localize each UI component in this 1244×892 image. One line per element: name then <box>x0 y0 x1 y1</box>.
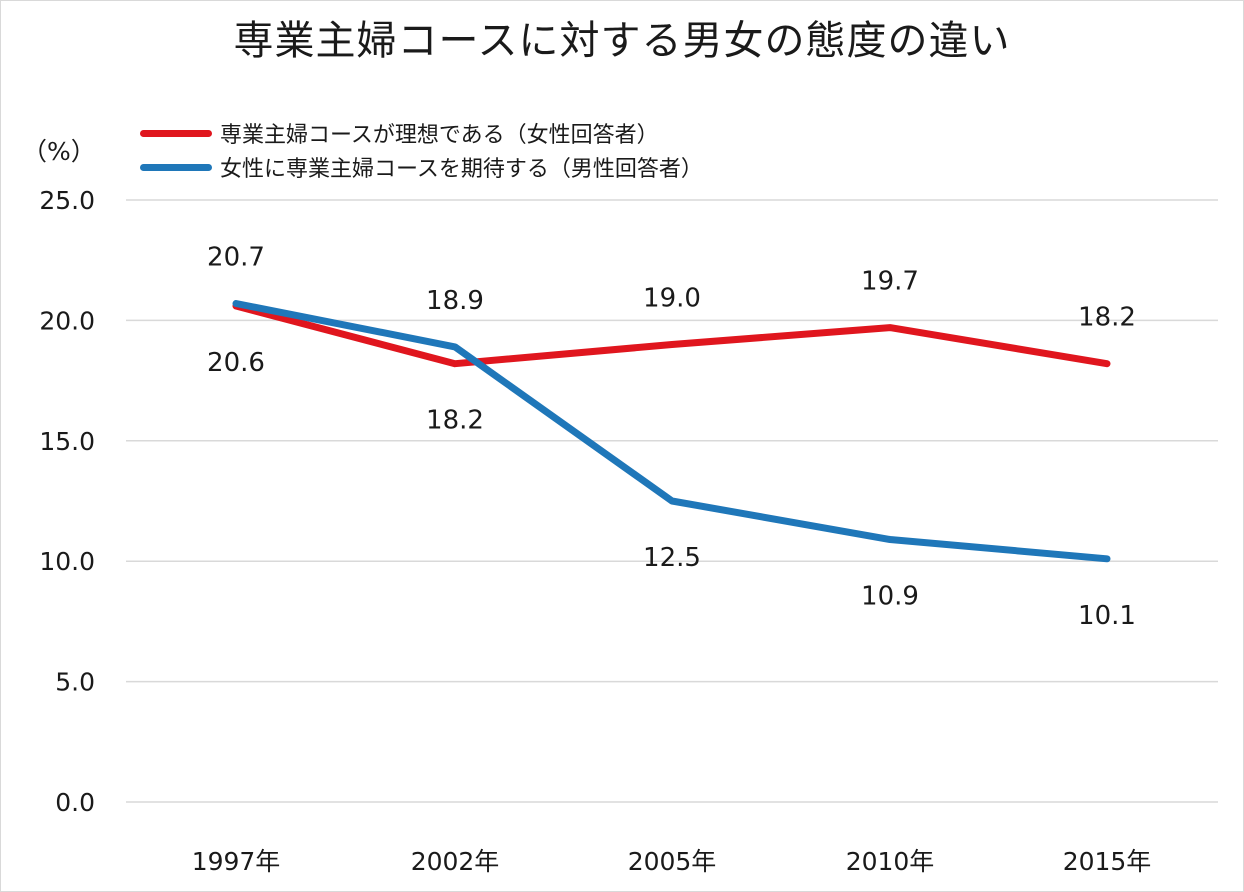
legend: 専業主婦コースが理想である（女性回答者） 女性に専業主婦コースを期待する（男性回… <box>140 116 703 184</box>
data-label-female: 19.7 <box>861 267 919 297</box>
legend-item-female: 専業主婦コースが理想である（女性回答者） <box>140 116 703 150</box>
x-tick-label: 2002年 <box>411 847 500 876</box>
data-label-female: 19.0 <box>643 283 701 313</box>
data-label-male: 18.9 <box>426 286 484 316</box>
y-tick-label: 5.0 <box>55 668 95 697</box>
y-tick-label: 15.0 <box>39 427 95 456</box>
y-tick-label: 25.0 <box>39 186 95 215</box>
y-tick-label: 10.0 <box>39 547 95 576</box>
x-tick-label: 2005年 <box>628 847 717 876</box>
data-label-female: 18.2 <box>1078 303 1136 333</box>
data-label-female: 20.6 <box>207 348 265 378</box>
series-line-female <box>232 302 1111 368</box>
x-axis-ticks: 1997年 2002年 2005年 2010年 2015年 <box>192 847 1152 876</box>
legend-label-male: 女性に専業主婦コースを期待する（男性回答者） <box>220 157 703 182</box>
y-tick-label: 20.0 <box>39 306 95 335</box>
legend-label-female: 専業主婦コースが理想である（女性回答者） <box>220 123 659 148</box>
series-lines <box>232 300 1111 563</box>
legend-swatch-male <box>140 163 212 171</box>
x-tick-label: 1997年 <box>192 847 281 876</box>
grid-lines <box>126 199 1218 803</box>
y-axis-ticks: 0.0 5.0 10.0 15.0 20.0 25.0 <box>39 186 95 817</box>
x-tick-label: 2015年 <box>1063 847 1152 876</box>
data-label-female: 18.2 <box>426 406 484 436</box>
y-axis-unit-label: （%） <box>22 137 96 166</box>
data-label-male: 10.9 <box>861 582 919 612</box>
chart-title: 専業主婦コースに対する男女の態度の違い <box>233 18 1011 64</box>
series-line-male <box>232 300 1111 563</box>
y-tick-label: 0.0 <box>55 788 95 817</box>
data-label-male: 20.7 <box>207 243 265 273</box>
x-tick-label: 2010年 <box>846 847 935 876</box>
data-label-male: 12.5 <box>643 543 701 573</box>
legend-swatch-female <box>140 129 212 137</box>
legend-item-male: 女性に専業主婦コースを期待する（男性回答者） <box>140 150 703 184</box>
data-label-male: 10.1 <box>1078 601 1136 631</box>
data-labels: 20.6 18.2 19.0 19.7 18.2 20.7 18.9 12.5 10.9 10.1 <box>207 243 1136 631</box>
